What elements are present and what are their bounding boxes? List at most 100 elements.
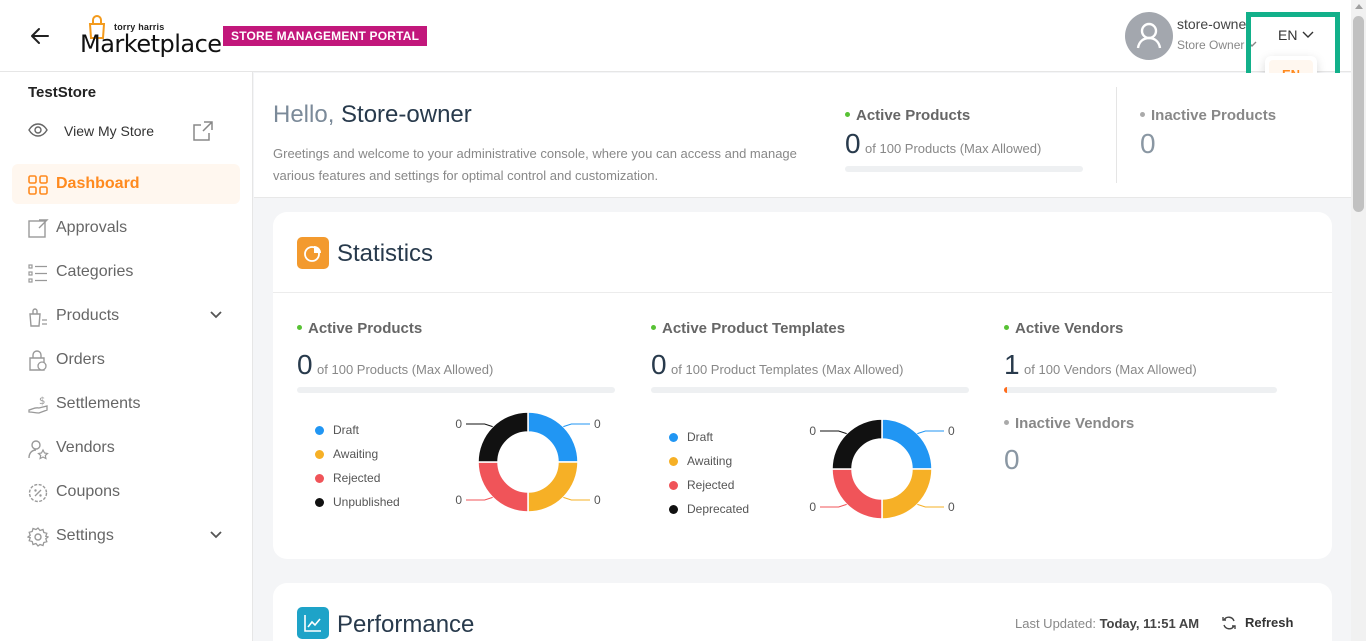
- refresh-icon: [1222, 616, 1236, 630]
- sidebar-item-settings[interactable]: Settings: [12, 516, 240, 556]
- donut-slice-unpublished[interactable]: [477, 412, 529, 463]
- shopping-bag-icon: [88, 15, 106, 39]
- status-dot: [1004, 419, 1009, 425]
- sidebar-item-orders[interactable]: Orders: [12, 340, 240, 380]
- donut-slice-draft[interactable]: [527, 412, 579, 463]
- sidebar-item-label: Settlements: [56, 395, 141, 412]
- donut-slice-awaiting[interactable]: [527, 461, 579, 513]
- top-header: torry harris Marketplace STORE MANAGEMEN…: [0, 0, 1351, 145]
- language-selector[interactable]: EN: [1272, 26, 1324, 48]
- view-my-store-label: View My Store: [64, 123, 154, 139]
- legend-draft: Draft: [315, 418, 400, 442]
- chevron-down-icon[interactable]: [1247, 40, 1257, 48]
- refresh-button[interactable]: Refresh: [1221, 614, 1301, 634]
- donut-value-label: 0: [594, 417, 601, 431]
- stat-title: Active Vendors: [1015, 320, 1124, 337]
- sidebar-item-label: Categories: [56, 263, 134, 280]
- products-legend: Draft Awaiting Rejected Unpublished: [315, 418, 400, 514]
- header-inactive-products: Inactive Products 0: [1140, 107, 1320, 160]
- sidebar-item-label: Dashboard: [56, 175, 140, 192]
- donut-slice-deprecated[interactable]: [831, 419, 883, 470]
- portal-badge: STORE MANAGEMENT PORTAL: [223, 26, 428, 46]
- sidebar-item-coupons[interactable]: Coupons: [12, 472, 240, 512]
- stat-active-templates: Active Product Templates 0 of 100 Produc…: [651, 320, 971, 393]
- sidebar-item-label: Coupons: [56, 483, 121, 500]
- back-arrow-icon[interactable]: [28, 24, 52, 48]
- donut-value-label: 0: [455, 493, 462, 507]
- donut-leader-line: [563, 423, 590, 428]
- donut-leader-line: [563, 496, 590, 501]
- sidebar: TestStore View My Store Dashboard Approv…: [0, 72, 253, 641]
- gear-icon: [27, 527, 49, 547]
- legend-draft: Draft: [669, 425, 749, 449]
- chevron-down-icon[interactable]: [210, 530, 222, 540]
- sidebar-item-settlements[interactable]: $ Settlements: [12, 384, 240, 424]
- stat-active-vendors: Active Vendors 1 of 100 Vendors (Max All…: [1004, 320, 1284, 476]
- chevron-down-icon[interactable]: [210, 310, 222, 320]
- donut-slice-draft[interactable]: [881, 419, 933, 470]
- language-current: EN: [1278, 27, 1298, 43]
- sidebar-item-vendors[interactable]: Vendors: [12, 428, 240, 468]
- statistics-card: Statistics Active Products 0 of 100 Prod…: [273, 212, 1332, 559]
- sidebar-item-label: Approvals: [56, 219, 128, 236]
- sidebar-item-label: Products: [56, 307, 120, 324]
- sidebar-item-label: Vendors: [56, 439, 115, 456]
- stat-title: Active Products: [856, 107, 971, 124]
- stat-value: 0: [1004, 444, 1020, 475]
- donut-value-label: 0: [948, 500, 955, 514]
- avatar[interactable]: [1125, 12, 1173, 60]
- donut-slice-rejected[interactable]: [477, 461, 529, 513]
- donut-leader-line: [917, 430, 944, 435]
- stat-value: 0: [845, 128, 861, 159]
- donut-value-label: 0: [948, 424, 955, 438]
- header-active-products: Active Products 0 of 100 Products (Max A…: [845, 107, 1085, 172]
- marketplace-logo[interactable]: torry harris Marketplace: [78, 14, 222, 60]
- greeting-user-name: Store-owner: [341, 101, 472, 128]
- status-dot: [845, 111, 850, 117]
- donut-leader-line: [917, 503, 944, 508]
- donut-leader-line: [820, 503, 847, 508]
- eye-icon: [28, 123, 48, 137]
- donut-leader-line: [466, 423, 493, 428]
- statistics-title: Statistics: [337, 240, 434, 267]
- page-scrollbar[interactable]: [1351, 0, 1366, 641]
- progress-bar: [1004, 387, 1277, 393]
- sidebar-item-products[interactable]: Products: [12, 296, 240, 336]
- stat-max: of 100 Products (Max Allowed): [317, 362, 494, 377]
- donut-value-label: 0: [809, 424, 816, 438]
- last-updated: Last Updated: Today, 11:51 AM: [1015, 616, 1199, 631]
- stat-title: Active Product Templates: [662, 320, 846, 337]
- user-role[interactable]: Store Owner: [1177, 38, 1245, 52]
- greeting-panel: Hello, Store-owner Greetings and welcome…: [254, 73, 1351, 198]
- sidebar-item-approvals[interactable]: Approvals: [12, 208, 240, 248]
- donut-slice-rejected[interactable]: [831, 468, 883, 520]
- stat-title: Inactive Products: [1151, 107, 1277, 124]
- orders-icon: [29, 350, 47, 371]
- pie-chart-icon: [297, 237, 329, 269]
- view-my-store-link[interactable]: View My Store: [28, 120, 218, 144]
- store-name: TestStore: [28, 84, 97, 101]
- progress-bar: [297, 387, 615, 393]
- status-dot: [1140, 111, 1145, 117]
- sidebar-item-categories[interactable]: Categories: [12, 252, 240, 292]
- external-link-icon[interactable]: [192, 120, 214, 142]
- donut-leader-line: [466, 496, 493, 501]
- stat-max: of 100 Product Templates (Max Allowed): [671, 362, 904, 377]
- donut-value-label: 0: [809, 500, 816, 514]
- sidebar-item-dashboard[interactable]: Dashboard: [12, 164, 240, 204]
- vendors-icon: [28, 440, 49, 460]
- scroll-up-arrow[interactable]: [1355, 4, 1363, 9]
- user-name[interactable]: store-owner: [1177, 16, 1249, 32]
- logo-small-text: torry harris: [114, 22, 165, 32]
- donut-leader-line: [820, 430, 847, 435]
- stat-value: 0: [1140, 128, 1156, 159]
- stat-value: 0: [651, 349, 667, 380]
- refresh-label: Refresh: [1245, 615, 1294, 630]
- progress-bar: [845, 166, 1083, 172]
- scroll-thumb[interactable]: [1353, 16, 1364, 212]
- status-dot: [1004, 324, 1009, 330]
- approval-icon: [28, 219, 49, 238]
- donut-slice-awaiting[interactable]: [881, 468, 933, 520]
- list-icon: [28, 264, 47, 283]
